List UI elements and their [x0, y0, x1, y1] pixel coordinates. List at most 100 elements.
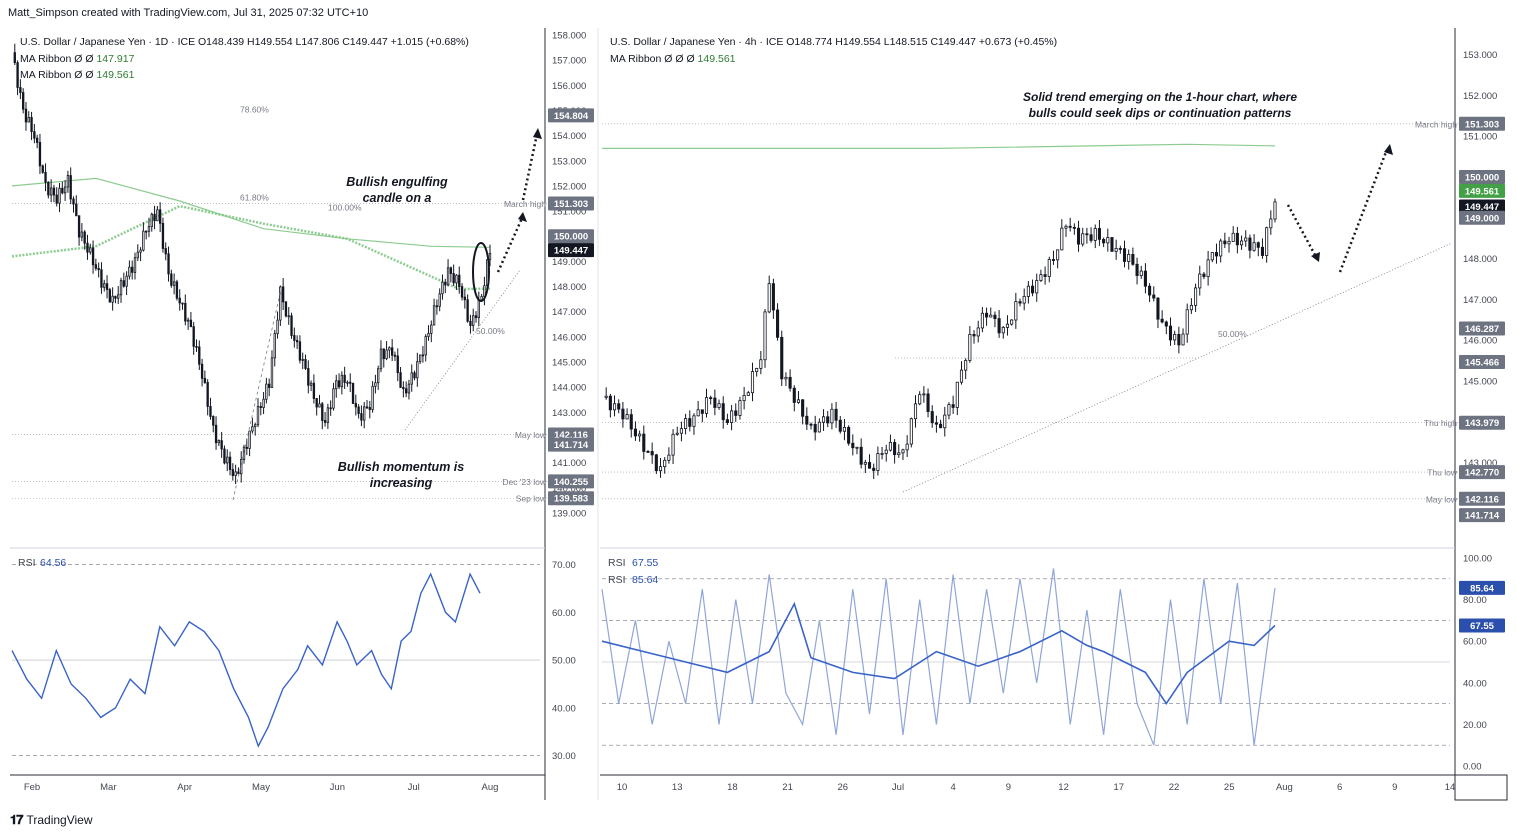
candle-body [293, 335, 296, 341]
candle-body [730, 410, 734, 423]
candle-body [131, 266, 134, 273]
candle-body [402, 387, 405, 390]
candle-body [175, 281, 179, 299]
candle-body [226, 456, 229, 464]
price-tick-label: 148.000 [1463, 254, 1497, 265]
fib-label: 50.00% [1218, 329, 1247, 339]
candle-body [307, 368, 310, 386]
candle-body [368, 407, 371, 410]
candle-body [432, 305, 436, 326]
candle-body [667, 454, 671, 461]
candle-body [117, 294, 120, 299]
candle-body [472, 315, 475, 326]
candle-body [125, 275, 128, 287]
time-tick-label: Apr [177, 782, 192, 793]
candle-body [184, 302, 187, 322]
candle-body [444, 281, 447, 286]
level-label: March high [1415, 119, 1457, 129]
candle-body [298, 341, 302, 361]
candle-body [284, 301, 288, 317]
candle-body [951, 404, 955, 408]
candle-body [150, 213, 153, 228]
price-badge-bg [1459, 491, 1505, 506]
candle-body [888, 442, 892, 451]
candle-body [713, 397, 717, 408]
time-tick-label: Aug [1276, 782, 1293, 793]
candle-body [89, 247, 92, 253]
candle-body [893, 442, 897, 456]
candle-body [377, 368, 380, 384]
candle-body [1260, 246, 1265, 256]
candle-body [38, 142, 42, 167]
time-tick-label: 10 [617, 782, 628, 793]
price-tick-label: 158.000 [552, 31, 586, 42]
candle-body [170, 273, 173, 286]
dip-arrow-head [1311, 252, 1320, 262]
candle-body [455, 274, 458, 284]
price-tick-label: 157.000 [552, 56, 586, 67]
candle-body [834, 408, 838, 421]
time-tick-label: Jul [892, 782, 904, 793]
candle-body [474, 315, 478, 319]
price-tick-label: 145.000 [552, 358, 586, 369]
rsi-tick-label: 20.00 [1463, 720, 1487, 731]
candle-body [1223, 240, 1227, 245]
candle-body [1122, 248, 1127, 262]
candle-body [161, 222, 165, 249]
price-tick-label: 146.000 [1463, 336, 1497, 347]
candle-body [421, 354, 425, 357]
candle-body [776, 309, 780, 338]
candle-body [399, 372, 402, 388]
candle-body [1181, 333, 1185, 346]
candle-body [947, 404, 951, 416]
candle-body [83, 231, 86, 244]
price-tick-label: 144.000 [552, 383, 586, 394]
price-badge: 141.714 [554, 440, 589, 451]
candle-body [976, 327, 980, 337]
candle-body [1214, 252, 1219, 257]
candle-body [111, 295, 114, 303]
price-tick-label: 148.000 [552, 282, 586, 293]
price-badge: 140.255 [554, 477, 589, 488]
candle-body [1164, 321, 1168, 327]
candle-body [351, 382, 355, 404]
candle-body [913, 403, 918, 420]
price-badge-bg [548, 243, 594, 258]
candle-body [1269, 218, 1273, 229]
fib-label: 100.00% [328, 203, 362, 213]
candle-body [259, 406, 262, 409]
candle-body [279, 286, 282, 321]
candle-body [1265, 227, 1269, 256]
candle-body [195, 345, 198, 348]
candle-body [281, 286, 285, 303]
indicator-legend: MA Ribbon Ø Ø Ø 149.561 [610, 53, 736, 65]
candle-body [69, 175, 72, 200]
price-badge-bg [1459, 355, 1505, 370]
candle-body [884, 449, 888, 454]
rsi-tick-label: 100.00 [1463, 554, 1492, 565]
candle-body [604, 395, 608, 398]
candle-body [1047, 259, 1051, 277]
price-tick-label: 154.000 [552, 131, 586, 142]
price-badge: 149.447 [1465, 202, 1499, 213]
candle-body [75, 203, 78, 217]
price-badge-bg [1459, 169, 1505, 184]
candle-body [955, 381, 959, 408]
candle-body [872, 467, 876, 471]
candle-body [86, 242, 89, 253]
trend-line [232, 284, 283, 501]
candle-body [922, 393, 926, 396]
candle-body [379, 348, 383, 370]
candle-body [880, 453, 884, 455]
candle-body [452, 273, 455, 284]
candle-body [617, 403, 621, 410]
rsi-label: RSI [608, 557, 626, 569]
candle-body [1026, 285, 1030, 297]
candle-body [1160, 318, 1164, 323]
tradingview-footer[interactable]: 𝟏𝟕 TradingView [10, 812, 93, 828]
candle-body [44, 171, 47, 183]
level-label: May low [515, 430, 547, 440]
candle-body [223, 448, 226, 464]
time-tick-label: Jul [408, 782, 420, 793]
candle-body [1219, 240, 1223, 257]
